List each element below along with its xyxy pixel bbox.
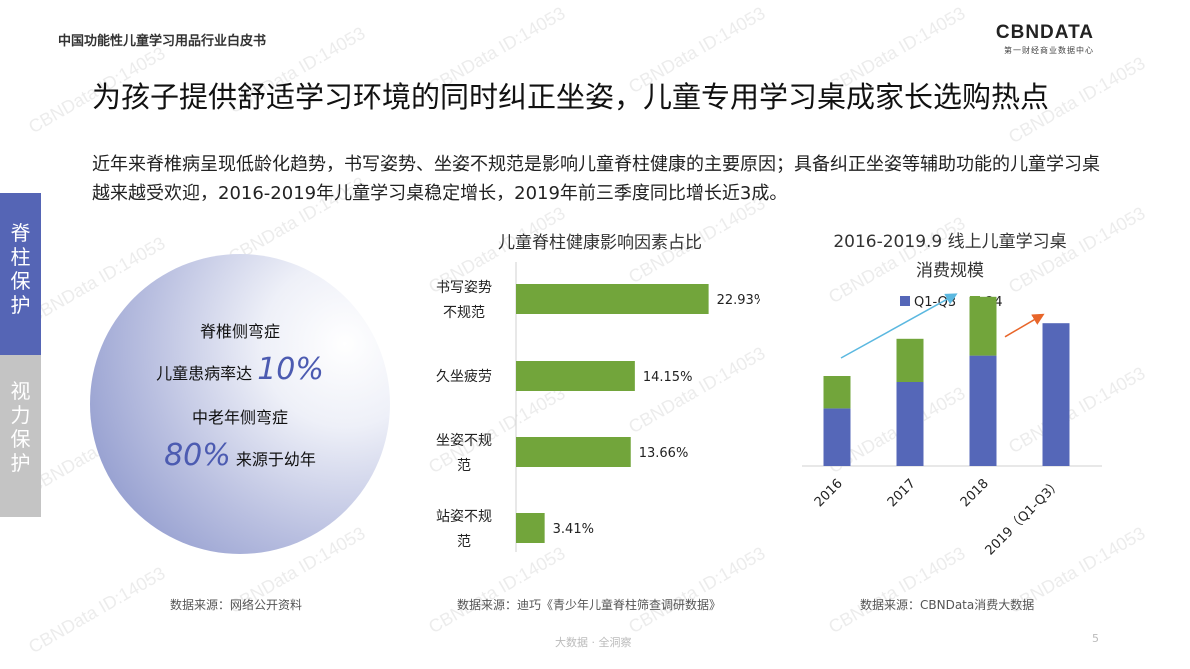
chart2-category-label: 2018 bbox=[958, 476, 992, 510]
report-title: 中国功能性儿童学习用品行业白皮书 bbox=[58, 34, 267, 49]
logo-brand: CBNDATA bbox=[995, 22, 1094, 43]
chart1-bar bbox=[516, 513, 545, 543]
tab-spine-protection[interactable]: 脊柱保护 bbox=[0, 193, 41, 355]
source-right: 数据来源：CBNData消费大数据 bbox=[860, 598, 1035, 612]
chart1-category-label: 站姿不规 bbox=[436, 509, 492, 525]
circle-line-4: 80% 来源于幼年 bbox=[90, 438, 390, 473]
chart1-title: 儿童脊柱健康影响因素占比 bbox=[498, 233, 702, 253]
chart2-bar-segment bbox=[969, 296, 997, 356]
source-middle: 数据来源：迪巧《青少年儿童脊柱筛查调研数据》 bbox=[457, 598, 722, 612]
chart2-category-label: 2019（Q1-Q3） bbox=[983, 476, 1065, 558]
chart1-category-label: 坐姿不规 bbox=[436, 433, 492, 449]
chart1-value-label: 3.41% bbox=[553, 522, 594, 537]
chart2-legend-swatch bbox=[900, 296, 910, 306]
child-rate-label: 儿童患病率达 bbox=[156, 364, 253, 383]
chart2-title-line1: 2016-2019.9 线上儿童学习桌 bbox=[833, 232, 1067, 252]
chart2-category-label: 2017 bbox=[885, 476, 919, 510]
chart2-category-label: 2016 bbox=[812, 476, 846, 510]
watermark-text: CBNData ID:14053 bbox=[25, 562, 169, 658]
circle-line-2: 儿童患病率达 10% bbox=[90, 352, 390, 387]
source-left: 数据来源：网络公开资料 bbox=[170, 598, 303, 612]
tab-spine-label: 脊柱保护 bbox=[10, 221, 31, 317]
cbndata-logo: CBNDATA 第一财经商业数据中心 bbox=[996, 22, 1094, 56]
trend-arrow-blue bbox=[840, 293, 958, 359]
chart1-category-label: 范 bbox=[457, 533, 471, 550]
chart2-bar-segment bbox=[969, 355, 997, 466]
child-rate-value: 10% bbox=[257, 352, 324, 387]
chart2-bar-segment bbox=[1042, 323, 1070, 466]
chart2-bar-segment bbox=[823, 408, 851, 466]
summary-text: 近年来脊椎病呈现低龄化趋势，书写姿势、坐姿不规范是影响儿童脊柱健康的主要原因；具… bbox=[92, 154, 1100, 204]
chart2-title-line2: 消费规模 bbox=[916, 261, 984, 281]
trend-arrow-orange bbox=[1004, 313, 1045, 338]
chart2-bar-segment bbox=[896, 382, 924, 466]
chart1-category-label: 久坐疲劳 bbox=[436, 368, 492, 385]
adult-origin-value: 80% bbox=[164, 438, 231, 473]
tab-vision-protection[interactable]: 视力保护 bbox=[0, 355, 41, 517]
chart1-bar bbox=[516, 361, 635, 391]
page-number: 5 bbox=[1092, 632, 1099, 645]
scoliosis-stat-circle: 脊椎侧弯症 儿童患病率达 10% 中老年侧弯症 80% 来源于幼年 bbox=[90, 254, 390, 554]
chart1-bar bbox=[516, 284, 709, 314]
chart2-title: 2016-2019.9 线上儿童学习桌 消费规模 bbox=[790, 228, 1110, 286]
adult-origin-label: 来源于幼年 bbox=[235, 450, 316, 469]
chart2-bar-segment bbox=[896, 338, 924, 382]
chart1-value-label: 14.15% bbox=[643, 370, 693, 385]
circle-line-1: 脊椎侧弯症 bbox=[199, 322, 280, 341]
chart1-category-label: 书写姿势 bbox=[436, 280, 492, 296]
footer-tagline: 大数据 · 全洞察 bbox=[555, 636, 632, 649]
chart1-value-label: 13.66% bbox=[639, 446, 689, 461]
chart1-category-label: 不规范 bbox=[443, 304, 485, 321]
circle-line-3: 中老年侧弯症 bbox=[191, 408, 288, 427]
chart2-bar-segment bbox=[823, 376, 851, 409]
chart1-category-label: 范 bbox=[457, 457, 471, 474]
chart1-bar bbox=[516, 437, 631, 467]
tab-vision-label: 视力保护 bbox=[10, 379, 31, 475]
study-desk-sales-chart: Q1-Q3Q42016201720182019（Q1-Q3） bbox=[802, 293, 1102, 558]
page-headline: 为孩子提供舒适学习环境的同时纠正坐姿，儿童专用学习桌成家长选购热点 bbox=[92, 80, 1050, 114]
logo-subtitle: 第一财经商业数据中心 bbox=[1004, 46, 1094, 55]
chart1-value-label: 22.93% bbox=[717, 293, 760, 308]
